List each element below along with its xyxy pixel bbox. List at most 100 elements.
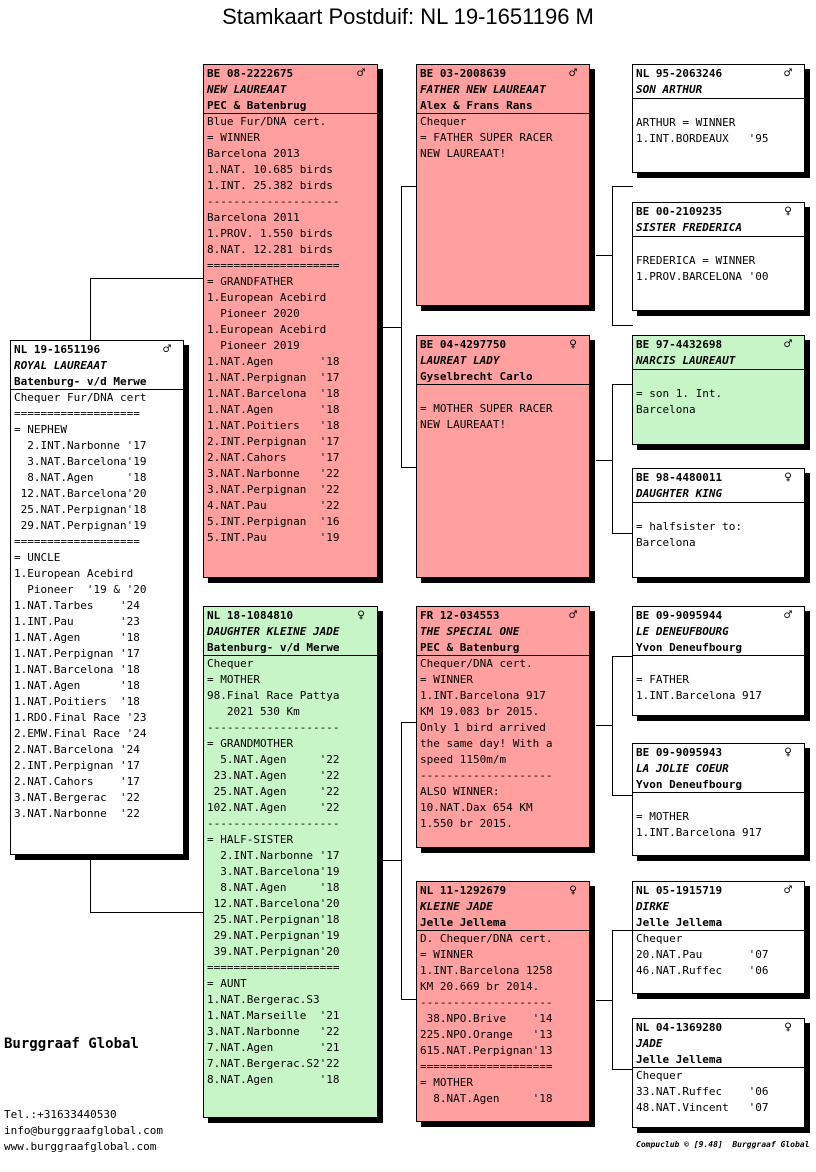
card-line: 1.NAT.Barcelona '18 xyxy=(207,387,340,400)
pedigree-card-ggm-1[interactable]: BE 00-2109235 ♀ SISTER FREDERICA FREDERICA … xyxy=(632,202,805,311)
card-line: = halfsister to: xyxy=(636,520,742,533)
connector xyxy=(612,384,613,534)
card-line: 7.NAT.Bergerac.S2'22 xyxy=(207,1057,340,1070)
breeder-name: Yvon Deneufbourg xyxy=(633,640,804,656)
ring-number: BE 03-2008639 xyxy=(420,66,507,80)
card-line: = UNCLE xyxy=(14,551,61,564)
male-sex-icon: ♂ xyxy=(784,65,792,81)
card-line: 1.NAT.Bergerac.S3 xyxy=(207,993,320,1006)
female-sex-icon: ♀ xyxy=(784,1019,792,1035)
card-line: 8.NAT.Agen '18 xyxy=(420,1092,553,1105)
card-line: 4.NAT.Pau '22 xyxy=(207,499,340,512)
connector xyxy=(401,186,417,187)
card-line: = GRANDFATHER xyxy=(207,275,294,288)
connector xyxy=(90,278,91,340)
breeder-name: Gyselbrecht Carlo xyxy=(417,369,589,385)
card-line: 12.NAT.Barcelona'20 xyxy=(14,487,147,500)
card-line: 615.NAT.Perpignan'13 xyxy=(420,1044,553,1057)
pedigree-card-maternal-grandmother[interactable]: NL 11-1292679 ♀ KLEINE JADE Jelle Jellema D.… xyxy=(416,881,590,1122)
connector xyxy=(612,186,613,326)
card-line: ARTHUR = WINNER xyxy=(636,116,736,129)
card-line: 1.NAT.Poitiers '18 xyxy=(207,419,340,432)
card-line: 5.INT.Pau '19 xyxy=(207,531,340,544)
card-line: ==================== xyxy=(207,961,340,974)
card-line: = MOTHER xyxy=(420,1076,473,1089)
card-line: 1.NAT.Perpignan '17 xyxy=(14,647,140,660)
card-line: 1.550 br 2015. xyxy=(420,817,513,830)
pedigree-card-ggm-3[interactable]: BE 09-9095943 ♀ LA JOLIE COEUR Yvon Deneufb… xyxy=(632,743,805,856)
pedigree-card-ggf-4[interactable]: NL 05-1915719 ♂ DIRKE Jelle Jellema Chequer 2… xyxy=(632,881,805,994)
pedigree-card-ggf-2[interactable]: BE 97-4432698 ♂ NARCIS LAUREAUT = son 1. In… xyxy=(632,335,805,445)
card-line: Chequer/DNA cert. xyxy=(420,657,533,670)
card-line: 46.NAT.Ruffec '06 xyxy=(636,964,769,977)
card-header: BE 97-4432698 ♂ xyxy=(633,336,804,353)
card-line: 25.NAT.Perpignan'18 xyxy=(14,503,147,516)
card-line: 1.INT.Barcelona 917 xyxy=(636,826,762,839)
card-line: 1.NAT.Agen '18 xyxy=(14,679,140,692)
connector xyxy=(401,467,417,468)
pigeon-name: LAUREAT LADY xyxy=(420,354,500,367)
connector xyxy=(612,795,633,796)
pedigree-card-subject[interactable]: NL 19-1651196 ♂ ROYAL LAUREAAT Batenburg- v… xyxy=(10,340,184,855)
brand-name: Burggraaf Global xyxy=(4,1036,139,1052)
pedigree-card-ggf-1[interactable]: NL 95-2063246 ♂ SON ARTHUR ARTHUR = WINNER 1… xyxy=(632,64,805,173)
card-line: -------------------- xyxy=(420,769,553,782)
card-line: ==================== xyxy=(420,1060,553,1073)
pedigree-card-maternal-grandfather[interactable]: FR 12-034553 ♂ THE SPECIAL ONE PEC & Batenb… xyxy=(416,606,590,848)
breeder-name: Jelle Jellema xyxy=(633,1052,804,1068)
connector xyxy=(612,656,633,657)
connector xyxy=(378,327,402,328)
card-line: 1.European Acebird xyxy=(207,291,327,304)
card-line: 3.NAT.Perpignan '22 xyxy=(207,483,340,496)
card-line: 12.NAT.Barcelona'20 xyxy=(207,897,340,910)
card-line: Chequer xyxy=(420,115,467,128)
card-line: Barcelona 2013 xyxy=(207,147,300,160)
connector xyxy=(378,860,402,861)
pedigree-card-mother[interactable]: NL 18-1084810 ♀ DAUGHTER KLEINE JADE Batenb… xyxy=(203,606,378,1118)
card-line: 1.NAT.Poitiers '18 xyxy=(14,695,140,708)
card-line: 2.INT.Perpignan '17 xyxy=(207,435,340,448)
card-line: 3.NAT.Bergerac '22 xyxy=(14,791,140,804)
pedigree-card-ggf-3[interactable]: BE 09-9095944 ♂ LE DENEUFBOURG Yvon Deneufb… xyxy=(632,606,805,716)
connector xyxy=(401,999,417,1000)
card-line: ==================== xyxy=(207,259,340,272)
card-line: =================== xyxy=(14,407,140,420)
ring-number: BE 98-4480011 xyxy=(636,470,723,484)
card-line: 5.INT.Perpignan '16 xyxy=(207,515,340,528)
male-sex-icon: ♂ xyxy=(784,607,792,623)
card-line: 1.INT.Barcelona 1258 xyxy=(420,964,553,977)
male-sex-icon: ♂ xyxy=(163,341,171,357)
pedigree-card-ggm-2[interactable]: BE 98-4480011 ♀ DAUGHTER KING = halfsister … xyxy=(632,468,805,578)
card-line: 1.NAT.Agen '18 xyxy=(14,631,140,644)
connector xyxy=(612,1069,633,1070)
contact-phone: Tel.:+31633440530 xyxy=(4,1108,117,1121)
card-line xyxy=(417,385,589,401)
card-line: 98.Final Race Pattya xyxy=(207,689,340,702)
card-line: = son 1. Int. xyxy=(636,387,723,400)
pedigree-card-paternal-grandmother[interactable]: BE 04-4297750 ♀ LAUREAT LADY Gyselbrecht Ca… xyxy=(416,335,590,578)
female-sex-icon: ♀ xyxy=(784,744,792,760)
male-sex-icon: ♂ xyxy=(569,65,577,81)
card-line: 3.NAT.Narbonne '22 xyxy=(207,467,340,480)
pedigree-card-ggm-4[interactable]: NL 04-1369280 ♀ JADE Jelle Jellema Chequer 33… xyxy=(632,1018,805,1128)
connector xyxy=(596,255,613,256)
ring-number: NL 19-1651196 xyxy=(14,342,101,356)
pedigree-card-paternal-grandfather[interactable]: BE 03-2008639 ♂ FATHER NEW LAUREAAT Alex & … xyxy=(416,64,590,306)
card-line: 3.NAT.Narbonne '22 xyxy=(14,807,140,820)
card-header: BE 08-2222675 ♂ xyxy=(204,65,377,82)
card-line: = MOTHER xyxy=(207,673,260,686)
breeder-name: Batenburg- v/d Merwe xyxy=(11,374,183,390)
pedigree-card-father[interactable]: BE 08-2222675 ♂ NEW LAUREAAT PEC & Batenbru… xyxy=(203,64,378,578)
card-header: BE 09-9095944 ♂ xyxy=(633,607,804,624)
breeder-name: Jelle Jellema xyxy=(417,915,589,931)
card-line: Chequer xyxy=(207,657,254,670)
card-header: NL 04-1369280 ♀ xyxy=(633,1019,804,1036)
contact-email[interactable]: info@burggraafglobal.com xyxy=(4,1124,163,1137)
card-line: 48.NAT.Vincent '07 xyxy=(636,1101,769,1114)
card-line: 1.PROV. 1.550 birds xyxy=(207,227,333,240)
connector xyxy=(90,278,204,279)
contact-website[interactable]: www.burggraafglobal.com xyxy=(4,1140,157,1153)
card-line: = MOTHER xyxy=(636,810,689,823)
breeder-name: Jelle Jellema xyxy=(633,915,804,931)
connector xyxy=(90,912,204,913)
